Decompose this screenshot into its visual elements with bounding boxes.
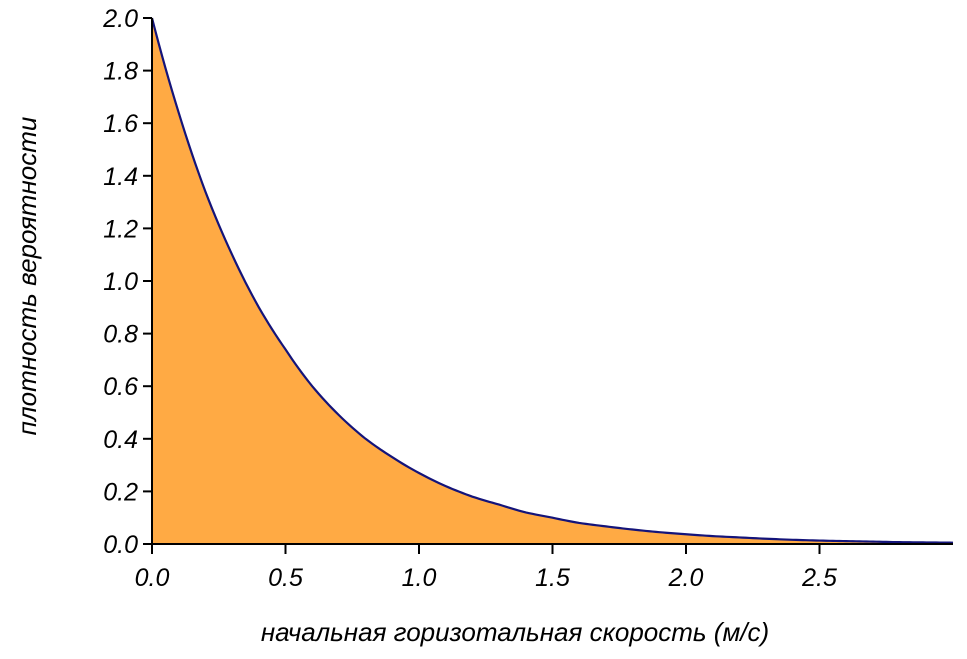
y-tick-label: 1.6	[103, 110, 138, 138]
density-fill	[152, 18, 953, 544]
y-tick-label: 2.0	[102, 5, 138, 33]
tick-labels: 0.0 0.2 0.4 0.6 0.8 1.0 1.2 1.4 1.6 1.8 2.0 0.0 0.5 1…	[102, 5, 837, 592]
x-tick-label: 0.0	[135, 564, 170, 592]
x-tick-label: 0.5	[268, 564, 303, 592]
axes	[143, 17, 953, 554]
y-tick-label: 1.2	[103, 215, 138, 243]
y-tick-label: 1.4	[103, 163, 138, 191]
y-axis-title: плотность вероятности	[12, 117, 42, 436]
y-tick-label: 0.8	[103, 321, 138, 349]
y-tick-label: 1.0	[103, 268, 138, 296]
y-tick-label: 0.0	[103, 531, 138, 559]
x-tick-label: 2.5	[801, 564, 837, 592]
x-tick-label: 1.5	[535, 564, 570, 592]
x-tick-label: 1.0	[402, 564, 437, 592]
y-tick-label: 0.6	[103, 373, 138, 401]
plot-area	[150, 17, 954, 544]
x-axis-title: начальная горизотальная скорость (м/с)	[261, 617, 769, 647]
y-tick-label: 0.4	[103, 426, 138, 454]
y-tick-label: 0.2	[103, 478, 138, 506]
x-tick-label: 2.0	[668, 564, 704, 592]
density-line	[150, 17, 954, 544]
y-tick-label: 1.8	[103, 58, 138, 86]
